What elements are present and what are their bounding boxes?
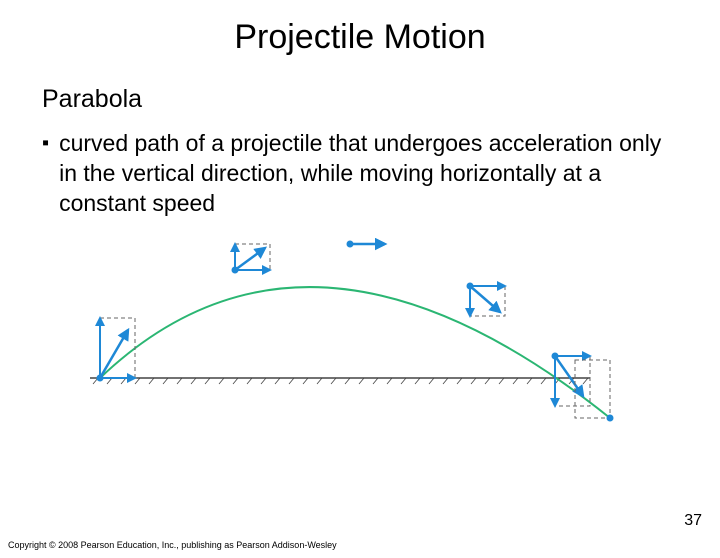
diagram-svg xyxy=(70,228,650,448)
page-title: Projectile Motion xyxy=(0,18,720,57)
page-number: 37 xyxy=(684,512,702,530)
section-subhead: Parabola xyxy=(42,85,720,114)
projectile-diagram xyxy=(70,228,650,448)
copyright-text: Copyright © 2008 Pearson Education, Inc.… xyxy=(8,540,337,550)
bullet-item: ▪ curved path of a projectile that under… xyxy=(42,128,670,218)
bullet-text: curved path of a projectile that undergo… xyxy=(59,128,670,218)
bullet-marker: ▪ xyxy=(42,128,49,218)
